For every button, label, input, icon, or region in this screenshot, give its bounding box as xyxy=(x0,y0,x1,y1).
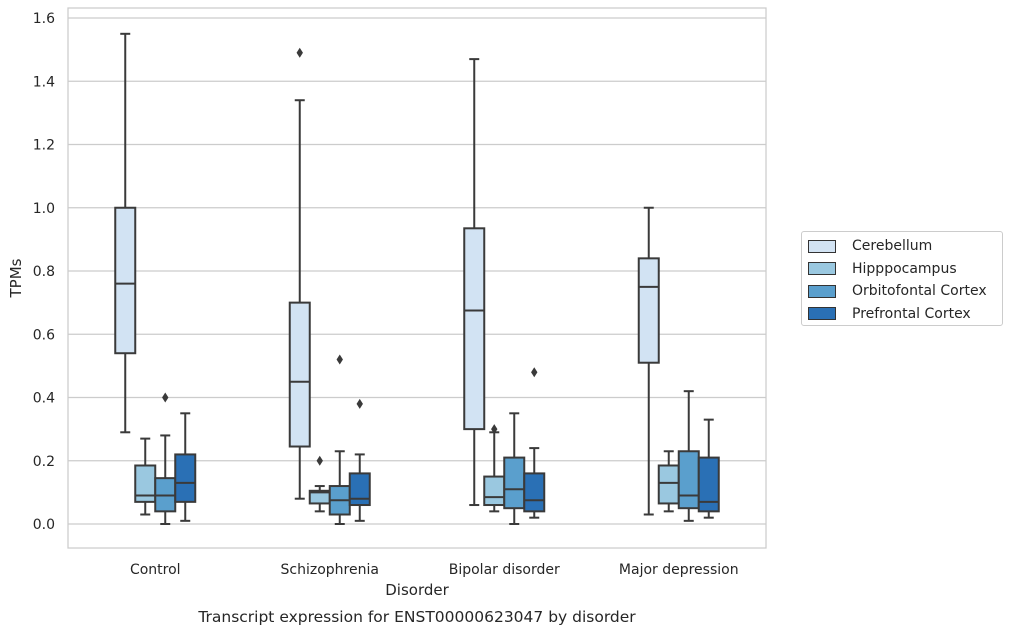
legend-label-cerebellum: Cerebellum xyxy=(852,238,933,255)
box-1-3 xyxy=(657,450,680,513)
box-layer xyxy=(114,32,720,525)
box-iqr xyxy=(677,450,700,510)
y-tick-label: 0.8 xyxy=(33,264,55,280)
legend-swatch-prefrontal xyxy=(808,307,836,321)
y-tick-label: 0.6 xyxy=(33,327,55,343)
legend-label-hippocampus: Hipppocampus xyxy=(852,260,957,277)
y-axis-label: TPMs xyxy=(7,258,25,298)
y-tick-label: 0.4 xyxy=(33,391,55,407)
chart-caption: Transcript expression for ENST0000062304… xyxy=(197,608,636,626)
outlier-point xyxy=(336,354,343,365)
gridlines xyxy=(68,17,766,525)
y-tick-labels: 0.0 0.2 0.4 0.6 0.8 1.0 1.2 1.4 1.6 xyxy=(33,11,55,533)
box-3-2 xyxy=(523,367,546,519)
box-iqr xyxy=(697,456,720,513)
legend-label-orbitofrontal: Orbitofontal Cortex xyxy=(852,283,987,300)
box-2-1 xyxy=(328,354,351,525)
box-2-3 xyxy=(677,390,700,522)
box-iqr xyxy=(288,301,311,448)
box-1-2 xyxy=(483,424,506,513)
outlier-point xyxy=(162,392,169,403)
box-2-0 xyxy=(154,392,177,525)
outlier-point xyxy=(491,424,498,435)
legend-item-cerebellum: Cerebellum xyxy=(802,235,1002,258)
box-0-3 xyxy=(637,206,660,516)
legend-swatch-cerebellum xyxy=(808,239,836,253)
legend-item-orbitofrontal: Orbitofontal Cortex xyxy=(802,280,1002,303)
legend-item-prefrontal: Prefrontal Cortex xyxy=(802,303,1002,326)
outlier-point xyxy=(356,398,363,409)
legend: Cerebellum Hipppocampus Orbitofontal Cor… xyxy=(801,231,1003,326)
legend-swatch-orbitofrontal xyxy=(808,284,836,298)
x-tick-label: Bipolar disorder xyxy=(449,562,560,578)
x-tick-label: Major depression xyxy=(619,562,739,578)
x-tick-label: Control xyxy=(130,562,181,578)
y-tick-label: 1.6 xyxy=(33,11,55,27)
box-1-1 xyxy=(308,455,331,513)
box-iqr xyxy=(114,206,137,355)
y-tick-label: 0.2 xyxy=(33,454,55,470)
box-iqr xyxy=(657,464,680,505)
x-tick-labels: Control Schizophrenia Bipolar disorder Majo… xyxy=(130,562,739,578)
box-iqr xyxy=(348,472,371,507)
box-3-0 xyxy=(174,412,197,522)
legend-label-prefrontal: Prefrontal Cortex xyxy=(852,305,971,322)
outlier-point xyxy=(296,47,303,58)
plot-frame xyxy=(67,7,767,549)
legend-item-hippocampus: Hipppocampus xyxy=(802,258,1002,281)
box-iqr xyxy=(483,475,506,507)
box-3-1 xyxy=(348,398,371,522)
x-axis-label: Disorder xyxy=(385,581,449,599)
box-iqr xyxy=(174,453,197,503)
box-iqr xyxy=(463,227,486,431)
box-2-2 xyxy=(503,412,526,525)
box-3-3 xyxy=(697,418,720,519)
outlier-point xyxy=(316,455,323,466)
box-iqr xyxy=(637,257,660,364)
y-tick-label: 1.0 xyxy=(33,201,55,217)
box-0-0 xyxy=(114,32,137,434)
outlier-point xyxy=(531,367,538,378)
box-0-2 xyxy=(463,58,486,507)
box-1-0 xyxy=(134,437,157,516)
box-iqr xyxy=(523,472,546,513)
x-tick-label: Schizophrenia xyxy=(281,562,379,578)
box-0-1 xyxy=(288,47,311,500)
legend-swatch-hippocampus xyxy=(808,262,836,276)
y-tick-label: 1.4 xyxy=(33,74,55,90)
y-tick-label: 1.2 xyxy=(33,138,55,154)
box-iqr xyxy=(503,456,526,510)
y-tick-label: 0.0 xyxy=(33,517,55,533)
